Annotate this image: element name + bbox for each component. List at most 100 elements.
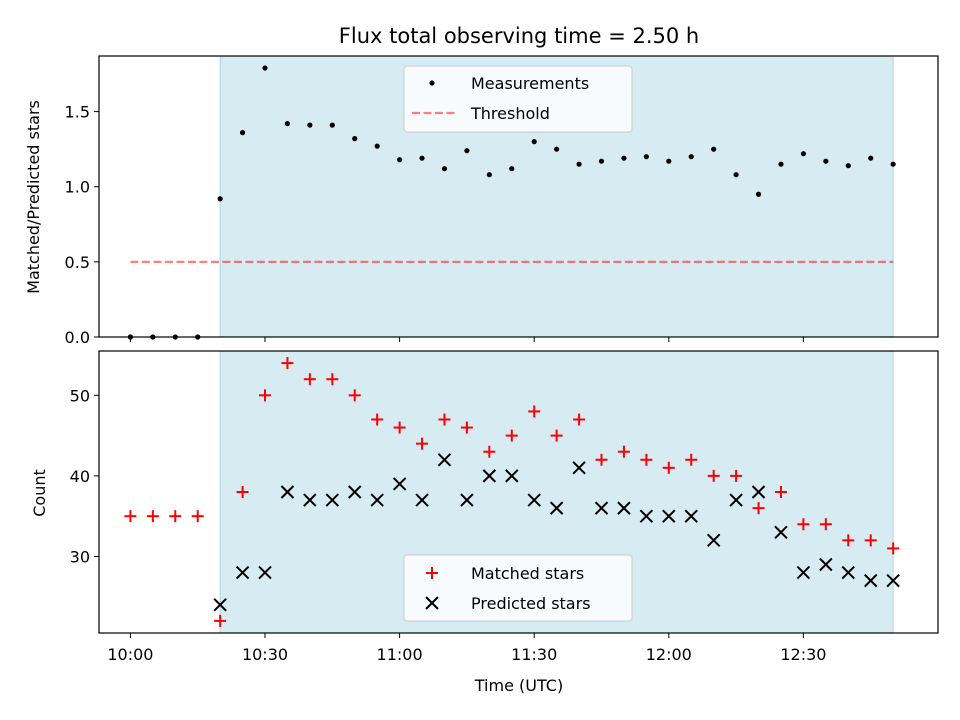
y-tick-label: 1.0 (65, 178, 90, 197)
measurements-point (441, 166, 448, 172)
predicted-stars-point (303, 493, 317, 507)
predicted-stars-point (280, 485, 295, 499)
predicted-stars-point (841, 565, 855, 580)
predicted-stars-point (706, 533, 721, 548)
predicted-stars-point (594, 501, 609, 515)
matched-stars-point (416, 437, 429, 450)
ratio-y-axis-label: Matched/Predicted stars (24, 100, 43, 294)
chart-title: Flux total observing time = 2.50 h (339, 24, 699, 48)
measurements-point (598, 158, 605, 164)
matched-stars-point (550, 429, 563, 442)
y-tick-label: 50 (70, 386, 90, 405)
measurements-point (890, 161, 896, 167)
legend-marker-predicted (425, 596, 439, 610)
x-axis-label: Time (UTC) (474, 676, 563, 695)
y-tick-label: 0.0 (65, 328, 90, 347)
predicted-stars-point (258, 565, 272, 580)
matched-stars-point (752, 502, 765, 515)
matched-stars-point (528, 405, 541, 418)
predicted-stars-point (370, 493, 384, 507)
measurements-point (868, 155, 874, 161)
y-tick-label: 0.5 (65, 253, 90, 272)
x-tick-label: 10:30 (242, 645, 288, 664)
x-tick-label: 10:00 (107, 645, 153, 664)
matched-stars-point (707, 469, 720, 482)
predicted-stars-point (482, 469, 497, 483)
measurements-point (486, 172, 492, 178)
y-tick-label: 40 (70, 467, 90, 486)
measurements-point (554, 146, 560, 152)
measurements-point (329, 122, 335, 128)
matched-stars-point (662, 461, 675, 474)
measurements-point (397, 157, 403, 163)
measurements-point (755, 191, 762, 197)
matched-stars-point (730, 469, 743, 482)
matched-stars-point (595, 453, 608, 466)
legend-label-matched: Matched stars (471, 564, 584, 583)
predicted-stars-point (751, 485, 766, 499)
measurements-point (419, 155, 425, 161)
measurements-point (352, 136, 358, 142)
matched-stars-point (685, 453, 698, 466)
measurements-point (509, 166, 515, 172)
matched-stars-point (281, 357, 294, 370)
count-legend: Matched stars Predicted stars (403, 554, 633, 622)
predicted-stars-point (437, 453, 452, 467)
predicted-stars-point (796, 565, 811, 580)
matched-stars-point (124, 510, 137, 523)
predicted-stars-point (886, 573, 900, 588)
measurements-point (845, 163, 851, 169)
measurements-point (217, 196, 223, 202)
predicted-stars-point (617, 501, 631, 515)
y-tick-label: 1.5 (65, 103, 90, 122)
predicted-stars-point (819, 557, 833, 572)
measurements-point (284, 121, 291, 127)
predicted-stars-point (505, 469, 519, 483)
legend-marker-measurements (429, 80, 435, 86)
matched-stars-point (887, 542, 900, 555)
matched-stars-point (214, 614, 227, 627)
matched-stars-point (797, 518, 810, 531)
measurements-point (464, 148, 470, 154)
measurements-point (823, 158, 829, 164)
legend-label-predicted: Predicted stars (471, 594, 591, 613)
matched-stars-point (393, 421, 406, 434)
matched-stars-point (842, 534, 855, 547)
measurements-point (374, 143, 380, 149)
matched-stars-point (864, 534, 877, 547)
predicted-stars-point (348, 485, 362, 499)
predicted-stars-point (235, 565, 250, 580)
predicted-stars-point (549, 501, 564, 515)
predicted-stars-point (415, 493, 429, 507)
predicted-stars-point (662, 509, 676, 523)
matched-stars-point (640, 453, 653, 466)
matched-stars-point (371, 413, 384, 426)
measurements-point (307, 122, 313, 128)
matched-stars-point (191, 510, 204, 523)
measurements-point (239, 130, 246, 136)
measurements-point (666, 158, 672, 164)
y-tick-label: 30 (70, 547, 90, 566)
legend-marker-matched (426, 567, 438, 579)
legend-label-measurements: Measurements (471, 74, 589, 93)
predicted-stars-point (213, 598, 227, 612)
legend-label-threshold: Threshold (470, 104, 550, 123)
count-y-axis-label: Count (30, 469, 49, 517)
measurements-point (733, 172, 739, 178)
measurements-point (800, 151, 807, 157)
predicted-stars-point (774, 525, 788, 539)
predicted-stars-point (460, 493, 474, 507)
measurements-point (711, 146, 717, 152)
measurements-point (531, 139, 537, 145)
x-tick-label: 12:30 (780, 645, 826, 664)
axes-frame (98, 350, 939, 634)
x-tick-label: 11:00 (377, 645, 423, 664)
matched-stars-point (236, 486, 249, 498)
matched-stars-point (169, 510, 182, 523)
matched-stars-point (573, 413, 586, 426)
matched-stars-point (617, 445, 630, 458)
matched-stars-point (146, 510, 159, 523)
matched-stars-point (303, 373, 316, 386)
matched-stars-point (774, 486, 787, 498)
predicted-stars-point (325, 493, 340, 507)
